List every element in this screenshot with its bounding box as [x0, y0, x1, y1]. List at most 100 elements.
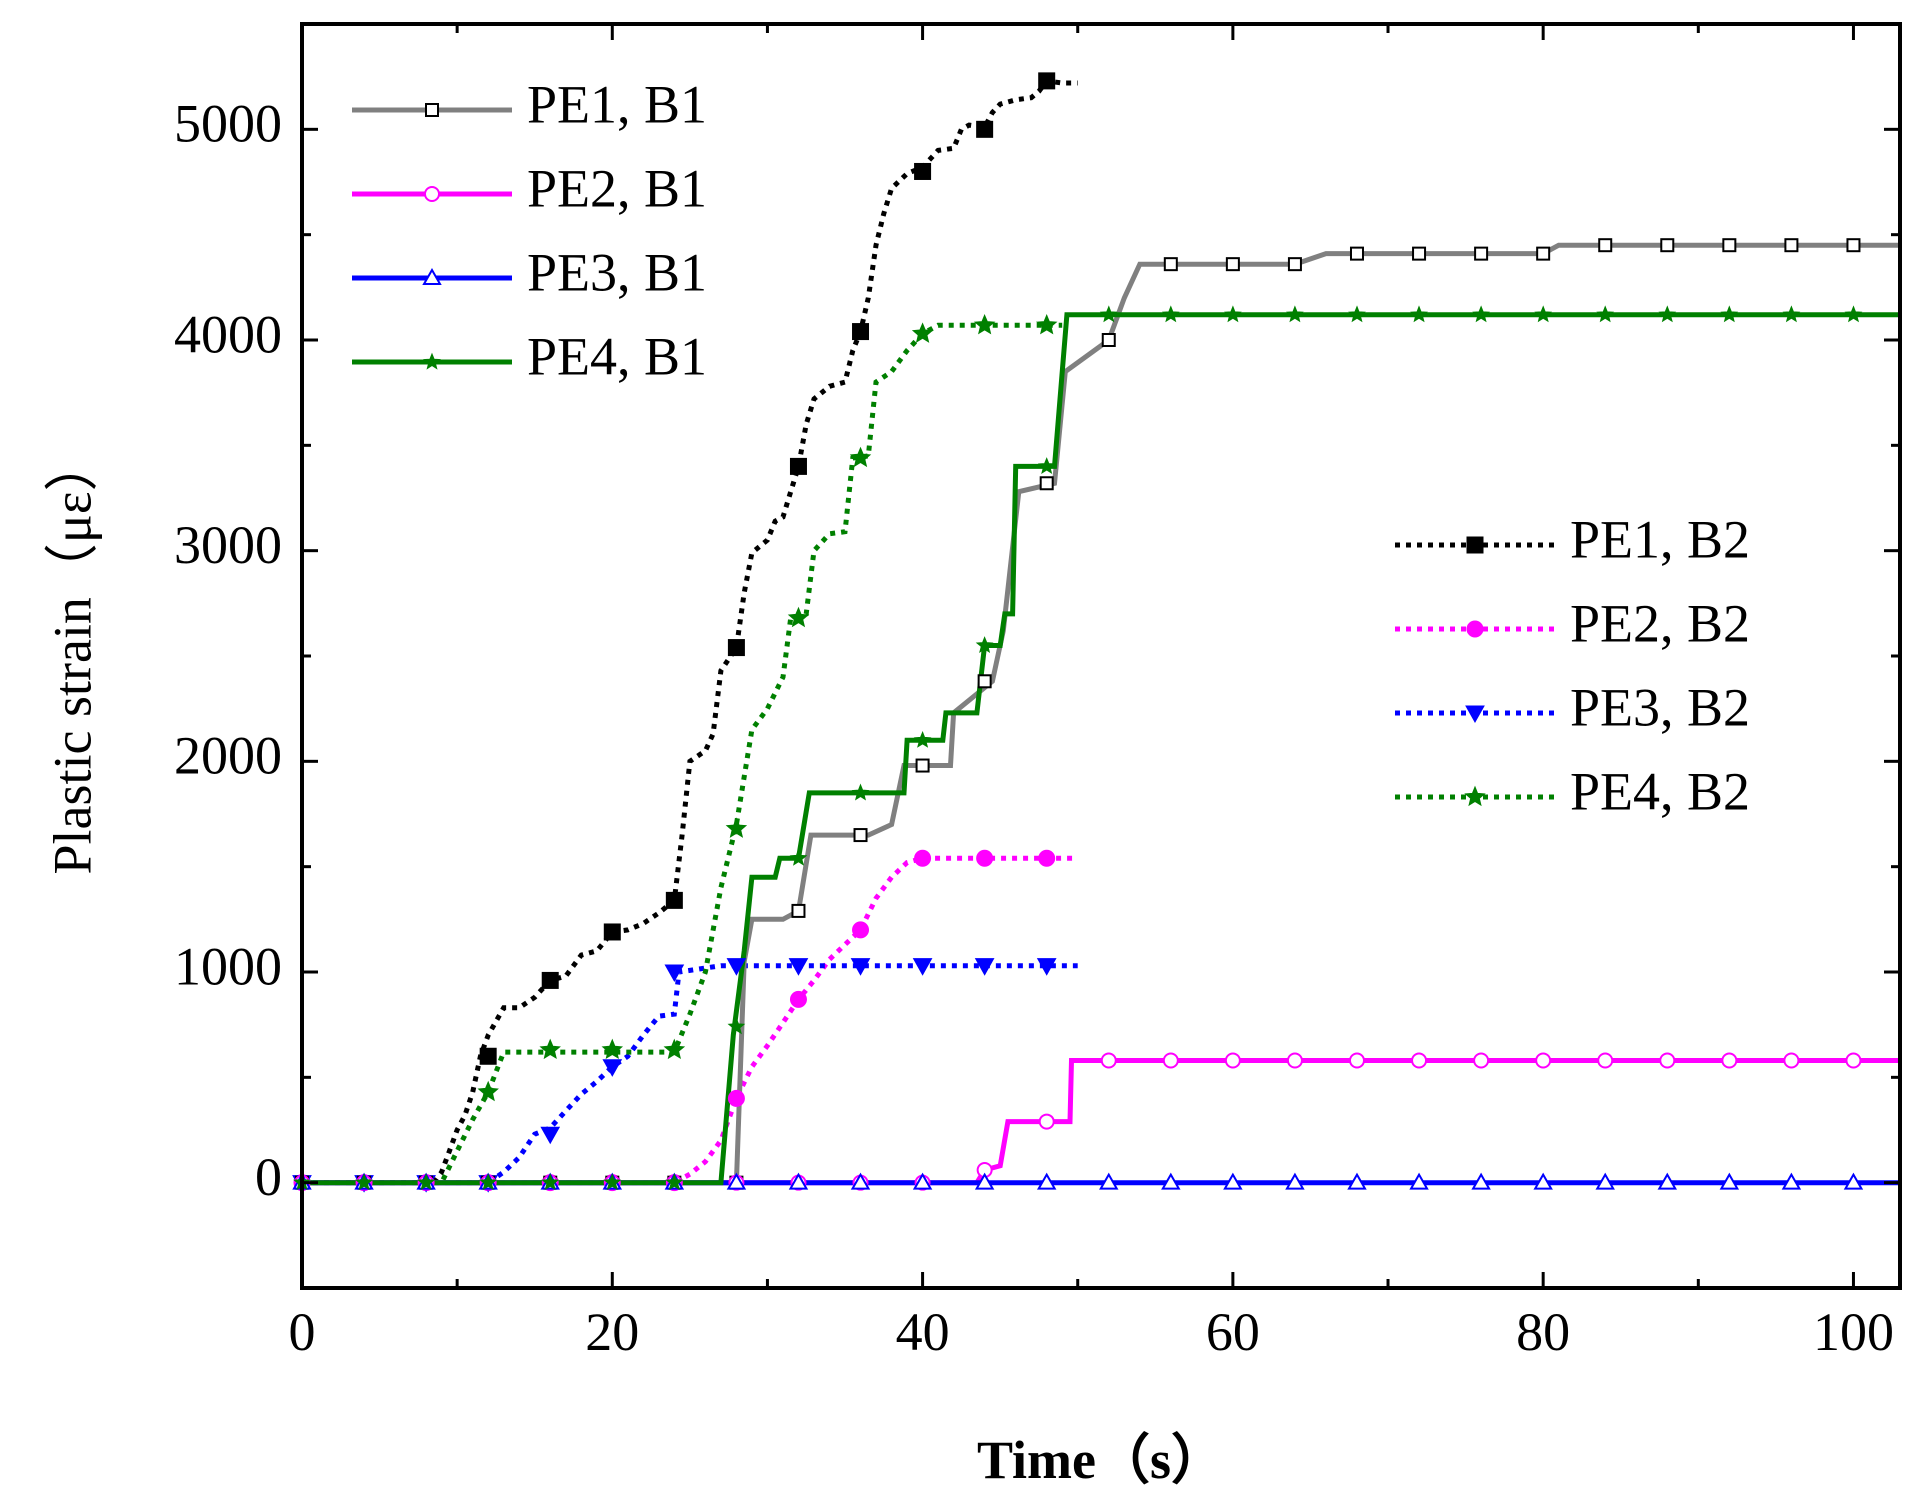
data-point-pe1-b1	[915, 758, 930, 773]
data-point-pe1-b1	[1536, 246, 1551, 261]
legend-marker-pe4-b2	[1464, 785, 1486, 807]
legend-marker-pe3-b2	[1465, 705, 1485, 724]
y-tick-label: 1000	[174, 936, 282, 996]
x-axis-title: Time（s）	[977, 1430, 1225, 1490]
data-point-pe3-b1	[788, 1172, 809, 1190]
legend-marker-pe3-b1	[422, 267, 442, 285]
data-point-pe1-b1	[853, 828, 868, 843]
data-point-pe4-b1	[1472, 305, 1490, 323]
data-point-pe4-b1	[789, 848, 808, 866]
data-point-pe1-b1	[791, 903, 806, 918]
data-point-pe1-b1	[1722, 238, 1737, 253]
data-point-pe4-b1	[603, 1173, 622, 1191]
data-point-pe1-b2	[976, 120, 994, 138]
data-point-pe4-b2	[849, 446, 872, 468]
data-point-pe4-b1	[479, 1173, 498, 1191]
x-tick-label: 20	[585, 1302, 639, 1362]
data-point-pe3-b2	[664, 964, 685, 983]
data-point-pe4-b2	[973, 314, 996, 335]
data-point-pe1-b1	[1846, 238, 1861, 253]
legend-marker-pe4-b1	[423, 352, 441, 370]
data-point-pe3-b2	[1036, 958, 1057, 976]
data-point-pe4-b2	[663, 1038, 686, 1060]
data-point-pe2-b1	[1224, 1052, 1241, 1069]
data-point-pe1-b2	[541, 971, 559, 989]
data-point-pe3-b1	[1036, 1172, 1057, 1190]
y-tick-label: 5000	[174, 94, 282, 154]
data-point-pe1-b2	[665, 891, 683, 909]
data-point-pe3-b2	[974, 958, 995, 976]
data-point-pe3-b2	[788, 958, 809, 976]
data-point-pe2-b1	[1721, 1052, 1738, 1069]
series-line-pe3-b2	[302, 963, 1078, 1186]
data-point-pe4-b1	[1534, 305, 1553, 323]
data-point-pe3-b1	[1223, 1172, 1243, 1190]
data-point-pe2-b2	[1038, 849, 1056, 867]
legend-label-pe3-b1: PE3, B1	[527, 242, 707, 302]
data-point-pe4-b2	[539, 1038, 561, 1060]
data-point-pe4-b1	[417, 1173, 435, 1191]
legend-center-right: PE1, B2 PE2, B2 PE3, B2 PE4, B2	[1395, 509, 1750, 821]
data-point-pe4-b2	[1035, 313, 1058, 335]
data-point-pe4-b1	[541, 1173, 560, 1191]
data-point-pe2-b1	[1783, 1052, 1800, 1069]
data-point-pe3-b1	[912, 1172, 933, 1190]
legend-top-left: PE1, B1 PE2, B1 PE3, B1 PE4, B1	[352, 74, 707, 386]
data-point-pe1-b1	[1660, 238, 1675, 253]
data-point-pe2-b1	[1845, 1052, 1862, 1069]
y-tick-label: 3000	[174, 515, 282, 575]
data-point-pe3-b1	[1099, 1172, 1119, 1190]
x-tick-label: 0	[289, 1302, 316, 1362]
data-point-pe3-b2	[540, 1126, 561, 1145]
data-point-pe4-b1	[1720, 305, 1739, 323]
data-point-pe3-b1	[1657, 1172, 1678, 1190]
legend-marker-pe1-b1	[425, 103, 439, 117]
series-line-pe2-b2	[302, 855, 1078, 1186]
data-point-pe4-b1	[1037, 457, 1056, 475]
data-point-pe4-b1	[1161, 305, 1180, 323]
data-point-pe3-b1	[1595, 1172, 1615, 1190]
data-point-pe2-b1	[1100, 1052, 1117, 1069]
data-point-pe1-b2	[914, 162, 932, 180]
data-point-pe2-b1	[1038, 1113, 1055, 1130]
data-point-pe2-b1	[1348, 1052, 1365, 1069]
data-point-pe3-b1	[1161, 1172, 1181, 1190]
data-point-pe3-b1	[1285, 1172, 1305, 1190]
data-point-pe4-b1	[1410, 305, 1428, 323]
data-point-pe1-b1	[1287, 257, 1302, 272]
legend-label-pe2-b1: PE2, B1	[527, 158, 707, 218]
data-point-pe1-b1	[1474, 246, 1489, 261]
data-point-pe4-b1	[975, 636, 994, 653]
series-line-pe2-b1	[302, 1058, 1900, 1186]
y-tick-label: 4000	[174, 304, 282, 364]
y-tick-label: 0	[255, 1147, 282, 1207]
data-point-pe3-b1	[1471, 1172, 1491, 1190]
data-point-pe3-b1	[1843, 1172, 1864, 1190]
data-point-pe1-b2	[479, 1047, 497, 1065]
data-point-pe4-b1	[355, 1173, 373, 1191]
data-point-pe1-b1	[1598, 238, 1613, 253]
y-tick-label: 2000	[174, 726, 282, 786]
data-point-pe2-b1	[1473, 1052, 1490, 1069]
data-point-pe1-b1	[1163, 257, 1178, 272]
legend-label-pe1-b2: PE1, B2	[1570, 509, 1750, 569]
data-point-pe3-b2	[850, 958, 871, 976]
data-point-pe1-b1	[1039, 476, 1054, 491]
data-point-pe1-b1	[1412, 246, 1427, 261]
data-point-pe1-b1	[1225, 257, 1240, 272]
data-point-pe4-b1	[1348, 305, 1366, 323]
data-point-pe2-b1	[1597, 1052, 1614, 1069]
data-point-pe1-b1	[977, 674, 992, 689]
legend-label-pe1-b1: PE1, B1	[527, 74, 707, 134]
data-point-pe3-b1	[850, 1172, 871, 1190]
data-point-pe4-b1	[1596, 305, 1615, 323]
data-point-pe2-b2	[789, 990, 807, 1008]
data-point-pe4-b1	[1286, 305, 1304, 323]
legend-marker-pe2-b2	[1466, 620, 1484, 638]
data-point-pe4-b2	[911, 322, 934, 343]
data-point-pe1-b2	[727, 639, 745, 657]
data-point-pe4-b2	[477, 1080, 499, 1102]
data-point-pe3-b1	[1409, 1172, 1429, 1190]
data-point-pe1-b1	[1349, 246, 1364, 261]
